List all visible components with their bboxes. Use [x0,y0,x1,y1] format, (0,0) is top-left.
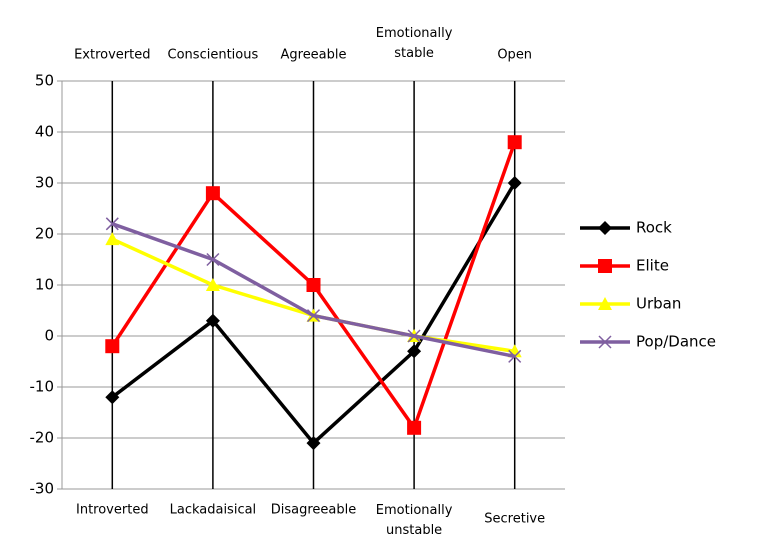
x-tick-label: Lackadaisical [170,503,257,518]
y-tick-label: -20 [30,429,55,447]
y-tick-label: 30 [35,174,54,192]
marker [105,339,120,354]
y-tick-label: 50 [35,72,54,90]
marker [407,329,421,343]
top-label: Open [497,48,532,63]
top-label: Extroverted [74,48,150,63]
y-tick-label: -10 [30,378,55,396]
y-tick-label: 0 [44,327,54,345]
legend-label: Pop/Dance [636,333,716,351]
legend-marker [598,221,612,235]
marker [507,176,522,190]
legend-label: Rock [636,219,672,237]
x-tick-label: Emotionally unstable [376,503,453,538]
marker [105,217,119,231]
x-tick-label: Disagreeable [271,503,357,518]
x-tick-label: Introverted [76,503,149,518]
marker [306,278,321,292]
legend-marker [598,297,612,310]
marker [105,390,120,405]
top-label: Conscientious [168,48,259,63]
y-tick-label: 40 [35,123,54,141]
legend-marker [598,335,612,349]
legend-marker [598,259,612,273]
y-tick-label: 10 [35,276,54,294]
marker [205,278,220,291]
marker [407,344,422,359]
top-label: Emotionally stable [376,26,453,61]
legend-label: Urban [636,295,681,313]
marker [206,252,220,267]
y-tick-label: -30 [30,480,55,498]
legend-label: Elite [636,257,669,275]
marker [507,135,522,150]
marker [306,309,321,323]
marker [306,436,321,451]
marker [105,232,120,246]
marker [508,349,522,363]
marker [205,313,220,328]
marker [407,420,422,435]
x-tick-label: Secretive [484,512,545,527]
top-label: Agreeable [280,48,346,63]
y-tick-label: 20 [35,225,54,243]
marker [205,186,220,201]
